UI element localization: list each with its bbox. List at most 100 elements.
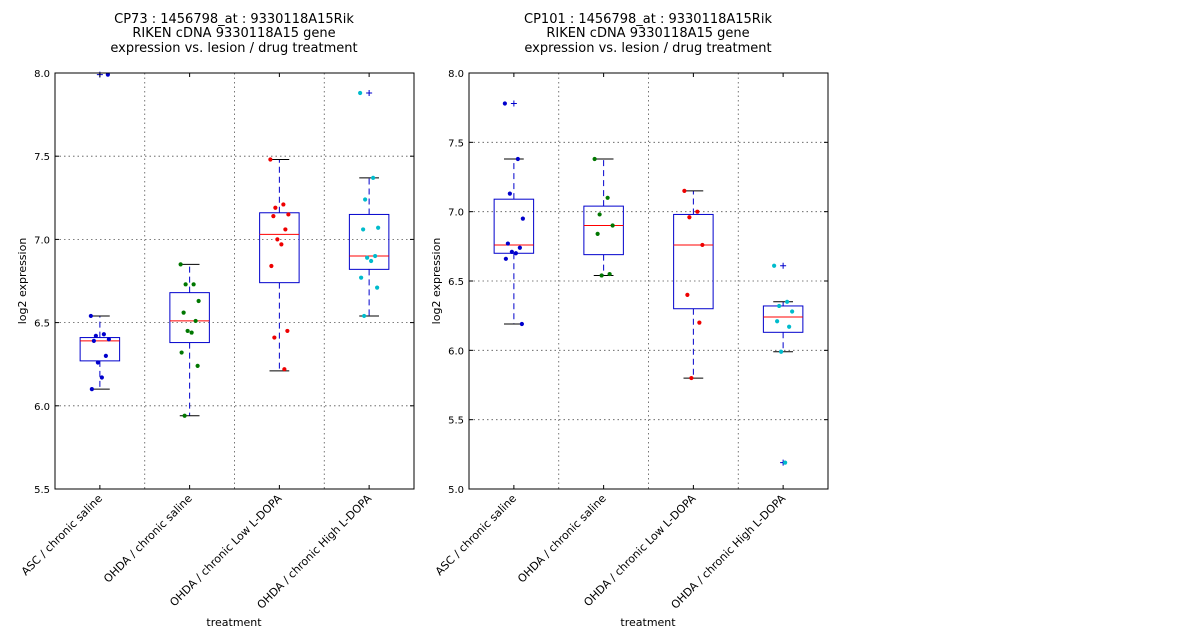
data-point (687, 215, 692, 220)
y-tick-label: 7.5 (34, 152, 50, 163)
data-point (685, 292, 690, 297)
data-point (376, 225, 381, 230)
y-tick-label: 7.0 (448, 208, 464, 219)
chart-title-line: CP101 : 1456798_at : 9330118A15Rik (524, 12, 772, 27)
box (79, 337, 121, 362)
chart-cp73: CP73 : 1456798_at : 9330118A15Rik RIKEN … (16, 12, 415, 629)
data-point (88, 313, 93, 319)
y-tick-label: 6.5 (448, 277, 464, 288)
data-point (275, 237, 280, 242)
data-point (181, 310, 186, 315)
data-point (269, 263, 274, 269)
y-tick-label: 5.5 (448, 416, 464, 427)
x-axis-label: treatment (620, 616, 676, 629)
data-point (279, 242, 284, 247)
data-point (189, 330, 194, 335)
data-point (179, 350, 184, 355)
y-tick-label: 6.0 (34, 402, 50, 413)
data-point (689, 375, 694, 381)
data-point (105, 72, 110, 77)
data-point (607, 271, 612, 277)
data-point (777, 303, 782, 309)
data-point (775, 319, 780, 324)
data-point (282, 367, 287, 372)
data-point (509, 249, 514, 254)
data-point (281, 202, 286, 207)
data-point (695, 209, 700, 214)
data-point (191, 282, 196, 287)
y-tick-label: 5.5 (34, 485, 50, 496)
data-point (358, 90, 363, 96)
data-point (99, 375, 104, 380)
data-point (520, 216, 525, 221)
data-point (196, 298, 201, 304)
x-tick-label: OHDA / chronic saline (101, 492, 195, 586)
data-point (361, 227, 366, 232)
data-point (700, 242, 705, 248)
data-point (515, 156, 520, 162)
data-point (363, 197, 368, 202)
data-point (103, 353, 108, 358)
y-axis-label: log2 expression (430, 238, 443, 325)
data-point (373, 253, 378, 259)
data-point (273, 205, 278, 210)
data-point (599, 273, 604, 278)
y-tick-label: 8.0 (34, 69, 50, 80)
data-point (359, 275, 364, 280)
y-tick-label: 7.5 (448, 138, 464, 149)
chart-title-line: expression vs. lesion / drug treatment (524, 41, 771, 56)
data-point (610, 223, 615, 228)
x-axis-label: treatment (206, 616, 262, 629)
data-point (286, 212, 291, 217)
data-point (787, 324, 792, 329)
data-point (178, 262, 183, 267)
data-point (597, 212, 602, 217)
data-point (271, 214, 276, 219)
data-point (182, 413, 187, 418)
data-point (519, 321, 524, 327)
y-tick-label: 7.0 (34, 235, 50, 246)
data-point (185, 328, 190, 334)
y-tick-label: 6.0 (448, 346, 464, 357)
data-point (785, 299, 790, 304)
outlier-marker (780, 262, 787, 269)
chart-title-line: expression vs. lesion / drug treatment (110, 41, 357, 56)
data-point (106, 337, 111, 342)
plot-frame (468, 72, 829, 490)
data-point (93, 333, 98, 339)
data-point (365, 255, 370, 260)
outlier-marker (366, 89, 373, 96)
x-tick-label: ASC / chronic saline (433, 492, 519, 578)
data-point (95, 360, 100, 365)
data-point (783, 460, 788, 465)
data-point (91, 338, 96, 344)
data-point (507, 191, 512, 196)
data-point (605, 195, 610, 200)
data-point (101, 332, 106, 337)
chart-cp101: CP101 : 1456798_at : 9330118A15Rik RIKEN… (430, 12, 829, 629)
data-point (193, 318, 198, 324)
box (169, 292, 210, 344)
chart-title-line: RIKEN cDNA 9330118A15 gene (132, 26, 335, 41)
y-tick-label: 8.0 (448, 69, 464, 80)
y-tick-label: 6.5 (34, 319, 50, 330)
x-tick-label: ASC / chronic saline (19, 492, 105, 578)
box (348, 213, 390, 270)
chart-title-line: RIKEN cDNA 9330118A15 gene (546, 26, 749, 41)
data-point (517, 245, 522, 250)
data-point (505, 241, 510, 246)
data-point (513, 251, 518, 256)
x-tick-label: OHDA / chronic saline (515, 492, 609, 586)
data-point (682, 188, 687, 193)
data-point (779, 349, 784, 354)
plot-frame (54, 72, 415, 490)
data-point (502, 101, 507, 106)
outlier-marker (510, 100, 517, 107)
chart-title-line: CP73 : 1456798_at : 9330118A15Rik (114, 12, 354, 27)
box (673, 213, 714, 310)
data-point (285, 328, 290, 334)
data-point (697, 320, 702, 325)
y-tick-label: 5.0 (448, 485, 464, 496)
data-point (772, 263, 777, 268)
